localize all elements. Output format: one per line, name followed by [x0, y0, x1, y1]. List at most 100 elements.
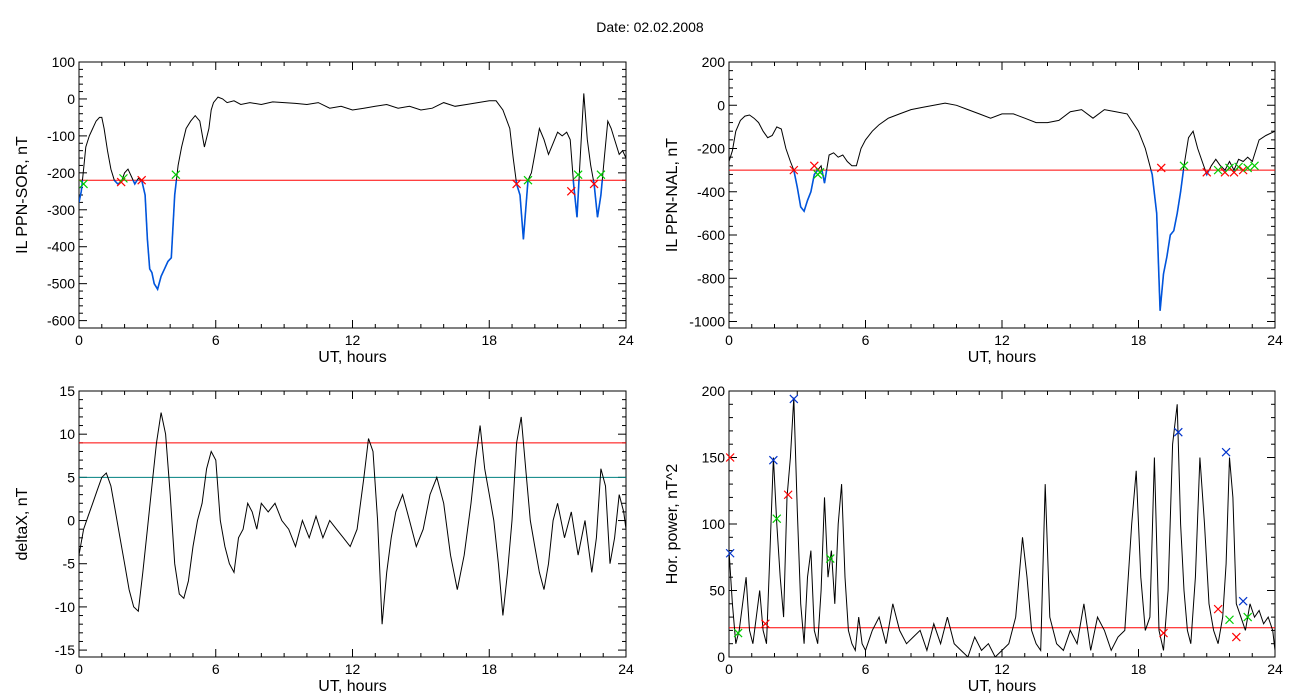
- series-below-threshold: [79, 180, 604, 292]
- x-tick-label: 12: [345, 661, 361, 677]
- x-tick-label: 18: [1131, 332, 1147, 348]
- y-tick-label: 15: [59, 383, 75, 399]
- x-tick-label: 0: [725, 332, 733, 348]
- event-marker: [1213, 604, 1223, 614]
- panel-deltax: 0 6 12 18 24 -15 -10 -5 0 5 10 15 UT, hours deltaX, n…: [14, 383, 634, 695]
- panel-ppn-sor: 0 6 12 18 24 -600 -500 -400 -300 -200 -100 0 100 UT, …: [14, 54, 634, 366]
- y-tick-label: -400: [697, 184, 725, 200]
- y-tick-label: 100: [702, 516, 726, 532]
- plot-frame: [78, 390, 627, 658]
- y-tick-label: -600: [697, 227, 725, 243]
- y-tick-label: 10: [59, 426, 75, 442]
- y-axis-label: Hor. power, nT^2: [664, 464, 681, 585]
- x-tick-label: 12: [994, 332, 1010, 348]
- event-marker: [725, 453, 735, 462]
- x-tick-label: 6: [212, 332, 220, 348]
- event-marker: [1221, 447, 1231, 457]
- y-tick-label: 200: [702, 383, 726, 399]
- event-marker: [1202, 167, 1212, 177]
- x-tick-label: 24: [1267, 332, 1283, 348]
- event-marker: [512, 179, 522, 189]
- y-tick-label: -200: [47, 165, 75, 181]
- event-marker: [1173, 427, 1183, 437]
- y-tick-label: 200: [702, 54, 726, 70]
- x-axis-label: UT, hours: [968, 349, 1036, 366]
- event-marker: [760, 619, 770, 629]
- event-marker: [119, 173, 128, 183]
- y-tick-label: 0: [717, 649, 725, 665]
- event-marker: [573, 170, 583, 180]
- x-tick-label: 18: [481, 661, 497, 677]
- y-tick-label: -500: [47, 276, 75, 292]
- event-marker: [725, 548, 735, 558]
- plot-frame: [728, 61, 1276, 329]
- event-marker: [137, 175, 147, 185]
- event-marker: [789, 394, 799, 404]
- y-tick-label: -600: [47, 313, 75, 329]
- y-tick-label: -1000: [689, 314, 725, 330]
- series-line: [79, 93, 626, 291]
- x-tick-label: 24: [618, 332, 634, 348]
- event-marker: [1213, 165, 1223, 175]
- event-marker: [1156, 163, 1166, 173]
- event-marker: [1225, 615, 1234, 625]
- event-marker: [566, 186, 576, 196]
- series-line: [729, 397, 1275, 657]
- series-below-threshold: [792, 170, 1235, 311]
- y-tick-label: -300: [47, 202, 75, 218]
- panel-hor-power: 0 6 12 18 24 0 50 100 150 200 UT, hours Hor. power,…: [664, 383, 1283, 695]
- series-line: [729, 102, 1275, 311]
- y-tick-label: 100: [52, 54, 76, 70]
- series-line: [79, 412, 626, 625]
- event-marker: [772, 514, 782, 524]
- y-axis-label: deltaX, nT: [14, 487, 31, 560]
- plot-frame: [78, 61, 627, 329]
- event-marker: [589, 179, 599, 189]
- x-tick-label: 0: [725, 661, 733, 677]
- x-tick-label: 6: [862, 332, 870, 348]
- x-tick-label: 24: [1267, 661, 1283, 677]
- event-marker: [1243, 612, 1253, 622]
- event-marker: [1159, 628, 1168, 638]
- y-tick-label: 50: [709, 583, 725, 599]
- event-marker: [596, 170, 606, 180]
- y-tick-label: 0: [67, 513, 75, 529]
- event-marker: [825, 554, 835, 564]
- x-axis-label: UT, hours: [318, 678, 386, 695]
- event-marker: [171, 170, 181, 180]
- event-marker: [1229, 167, 1239, 177]
- y-tick-label: 0: [67, 91, 75, 107]
- y-tick-label: 150: [702, 450, 726, 466]
- x-tick-label: 6: [862, 661, 870, 677]
- event-marker: [79, 179, 88, 189]
- event-marker: [523, 175, 533, 185]
- x-tick-label: 0: [75, 332, 83, 348]
- x-tick-label: 18: [481, 332, 497, 348]
- event-marker: [1231, 632, 1241, 642]
- event-marker: [789, 165, 799, 175]
- event-marker: [1238, 596, 1248, 606]
- y-tick-label: -15: [55, 642, 75, 658]
- y-axis-label: IL PPN-SOR, nT: [14, 136, 31, 254]
- event-marker: [783, 490, 793, 500]
- y-tick-label: -10: [55, 599, 75, 615]
- y-tick-label: -200: [697, 141, 725, 157]
- y-tick-label: -800: [697, 270, 725, 286]
- page-title: Date: 02.02.2008: [596, 19, 704, 35]
- event-marker: [768, 455, 778, 465]
- y-tick-label: -5: [63, 556, 76, 572]
- y-tick-label: -400: [47, 239, 75, 255]
- event-marker: [815, 167, 825, 177]
- x-tick-label: 12: [994, 661, 1010, 677]
- x-tick-label: 18: [1131, 661, 1147, 677]
- event-marker: [1238, 165, 1248, 175]
- event-marker: [1250, 161, 1259, 171]
- x-axis-label: UT, hours: [318, 349, 386, 366]
- x-tick-label: 12: [345, 332, 361, 348]
- event-marker: [733, 628, 743, 638]
- y-tick-label: 5: [67, 469, 75, 485]
- y-tick-label: 0: [717, 97, 725, 113]
- event-marker: [1234, 162, 1244, 172]
- y-axis-label: IL PPN-NAL, nT: [664, 138, 681, 252]
